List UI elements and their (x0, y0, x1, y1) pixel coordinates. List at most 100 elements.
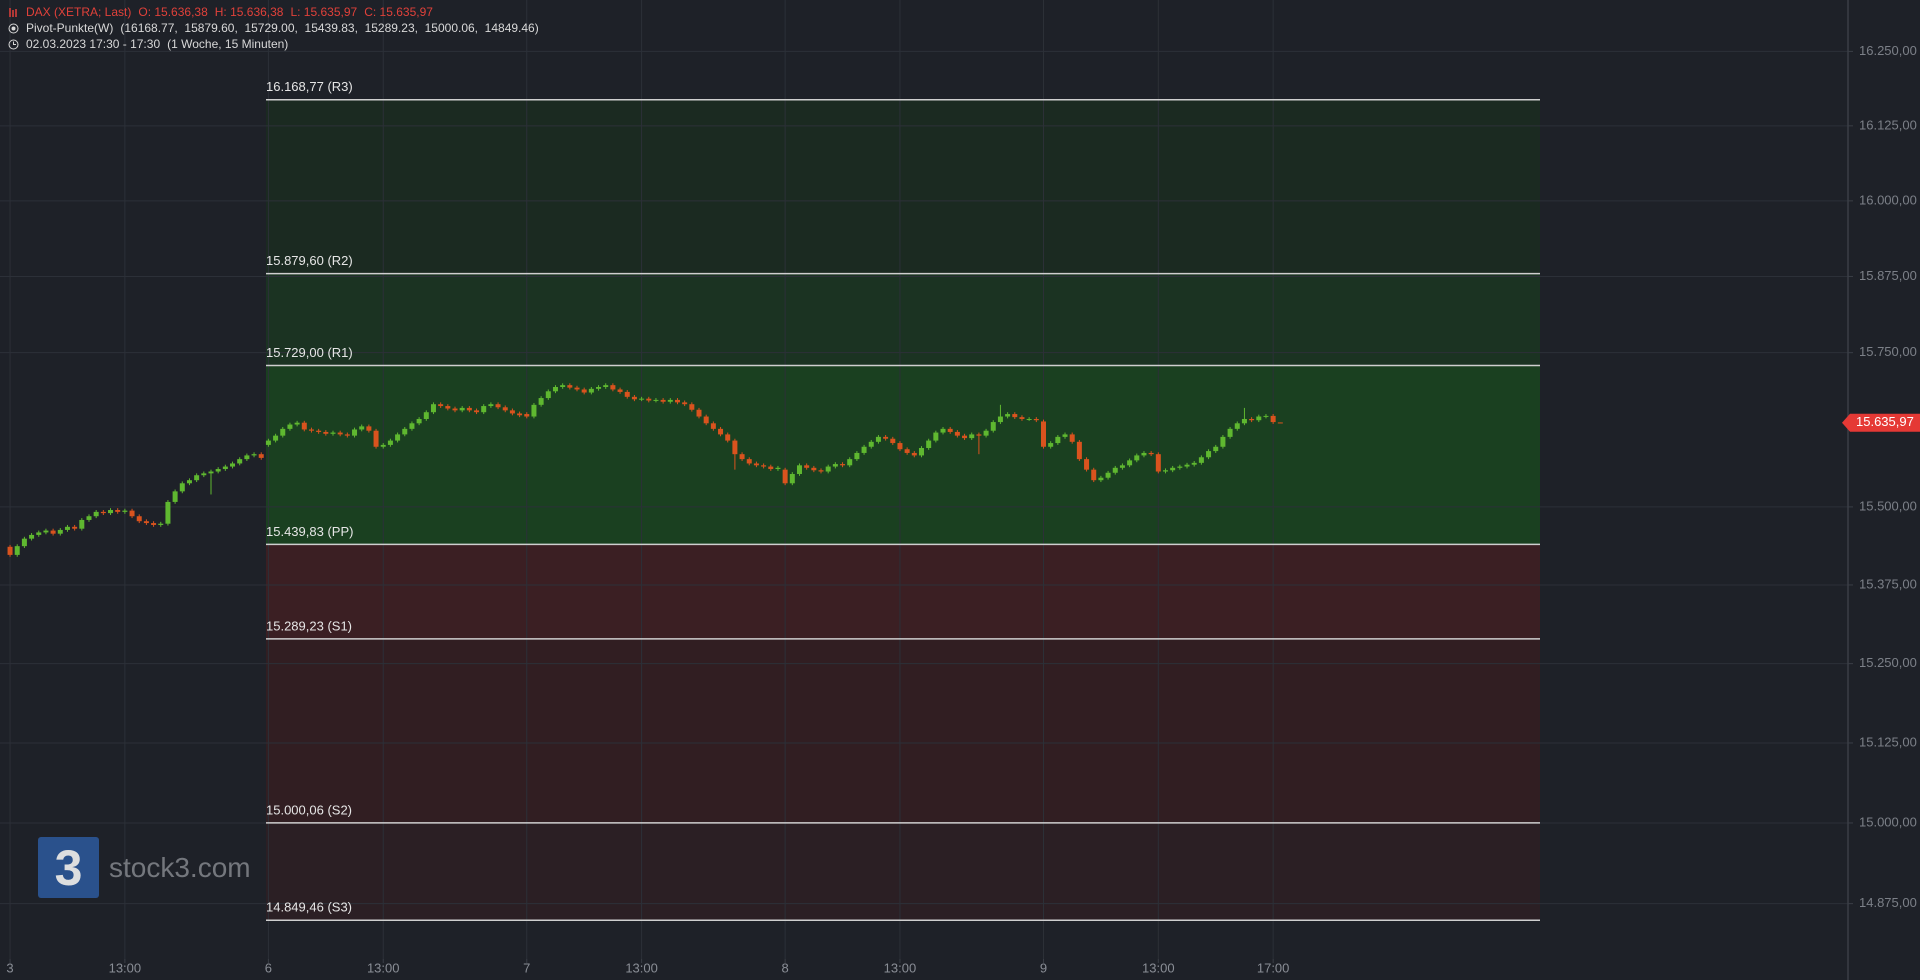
candle-icon (9, 7, 17, 17)
candle-body (940, 428, 946, 433)
candle-body (100, 511, 106, 514)
candle-body (904, 449, 910, 453)
candle-body (380, 444, 386, 447)
candle-body (517, 413, 523, 416)
candle-body (179, 483, 185, 492)
y-tick-label: 15.500,00 (1859, 498, 1917, 513)
candle-body (1055, 436, 1061, 444)
candle-body (57, 529, 63, 534)
candle-body (782, 469, 788, 484)
y-tick-label: 16.125,00 (1859, 117, 1917, 132)
candle-body (194, 475, 200, 481)
candle-body (689, 404, 695, 410)
candle-body (36, 532, 42, 535)
candle-body (1206, 451, 1212, 458)
candle-body (208, 471, 214, 474)
candle-body (495, 404, 501, 408)
candle-body (1012, 414, 1018, 418)
period-header: 02.03.2023 17:30 - 17:30 (1 Woche, 15 Mi… (8, 36, 288, 52)
candle-body (1191, 462, 1197, 465)
period: 02.03.2023 17:30 - 17:30 (26, 37, 161, 51)
candle-body (1234, 423, 1240, 429)
candle-body (1048, 443, 1054, 447)
candle-body (294, 422, 300, 425)
indicator-header: Pivot-Punkte(W) (16168.77, 15879.60, 157… (8, 20, 539, 36)
candle-body (423, 412, 429, 419)
pivot-zone (266, 638, 1540, 823)
candle-body (1127, 460, 1133, 466)
candle-body (387, 440, 393, 445)
candle-body (804, 465, 810, 468)
candle-body (524, 414, 530, 417)
candle-body (918, 447, 924, 456)
x-tick-label: 7 (523, 960, 530, 975)
pivot-label: 14.849,46 (S3) (266, 900, 352, 915)
candle-body (947, 428, 953, 432)
candle-body (1270, 415, 1276, 423)
candle-body (1069, 434, 1075, 442)
candle-body (1084, 459, 1090, 470)
candle-body (1091, 469, 1097, 481)
candle-body (79, 519, 85, 529)
candle-body (301, 422, 307, 430)
candle-body (832, 464, 838, 467)
candle-body (753, 463, 759, 466)
candle-body (330, 432, 336, 434)
candle-body (976, 434, 982, 436)
candle-body (789, 473, 795, 484)
candle-body (93, 511, 99, 517)
candle-body (588, 388, 594, 393)
x-tick-label: 13:00 (625, 960, 658, 975)
candle-body (997, 416, 1003, 423)
candle-body (143, 521, 149, 524)
ohlc-low: L: 15.635,97 (290, 5, 358, 19)
candle-body (983, 430, 989, 436)
ohlc-high: H: 15.636,38 (214, 5, 284, 19)
candle-body (818, 470, 824, 472)
candle-body (509, 410, 515, 414)
indicator-icon (8, 23, 19, 33)
candle-body (531, 404, 537, 417)
indicator-name: Pivot-Punkte(W) (26, 21, 114, 35)
candle-body (674, 399, 680, 403)
pivot-zone (266, 99, 1540, 274)
candle-body (567, 385, 573, 388)
candle-body (129, 510, 135, 517)
candle-body (1112, 467, 1118, 473)
x-tick-label: 13:00 (367, 960, 400, 975)
candle-body (430, 404, 436, 413)
candle-body (172, 491, 178, 502)
pivot-zone (266, 273, 1540, 366)
candle-body (136, 516, 142, 522)
candle-body (703, 416, 709, 424)
candle-body (969, 434, 975, 439)
period-note: (1 Woche, 15 Minuten) (167, 37, 289, 51)
candle-body (222, 466, 228, 470)
y-tick-label: 15.875,00 (1859, 268, 1917, 283)
candle-body (897, 443, 903, 450)
candle-body (452, 408, 458, 411)
instrument-header: DAX (XETRA; Last) O: 15.636,38 H: 15.636… (8, 4, 433, 20)
x-tick-label: 3 (6, 960, 13, 975)
candle-body (416, 418, 422, 424)
candle-body (596, 386, 602, 389)
candle-body (409, 423, 415, 429)
candle-body (395, 434, 401, 441)
candle-body (359, 426, 365, 430)
candle-body (1162, 470, 1168, 472)
candle-body (646, 398, 652, 401)
candle-body (43, 530, 49, 533)
y-tick-label: 15.375,00 (1859, 576, 1917, 591)
candle-body (488, 404, 494, 407)
pivot-label: 16.168,77 (R3) (266, 79, 353, 94)
candle-body (796, 465, 802, 474)
candle-body (7, 546, 13, 555)
pivot-label: 15.729,00 (R1) (266, 345, 353, 360)
candle-body (337, 432, 343, 435)
candle-body (1026, 418, 1032, 420)
candle-body (151, 523, 157, 525)
candle-body (1019, 417, 1025, 419)
candle-body (366, 426, 372, 431)
watermark-text: stock3.com (109, 852, 251, 883)
y-tick-label: 15.125,00 (1859, 734, 1917, 749)
